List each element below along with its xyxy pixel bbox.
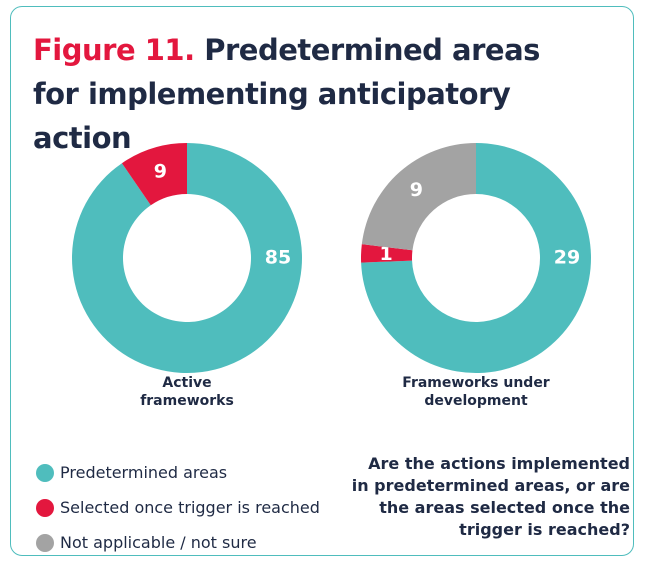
data-label: 29 [554, 247, 580, 269]
donut-slice [121, 143, 187, 206]
legend-item: Not applicable / not sure [36, 525, 320, 560]
data-label: 85 [265, 247, 291, 269]
legend-swatch [36, 463, 54, 482]
legend-swatch [36, 498, 54, 517]
chart-title: Predetermined areas for implementing ant… [33, 33, 540, 155]
legend-label: Predetermined areas [60, 463, 228, 482]
donut-slice [361, 143, 476, 251]
frame [10, 6, 634, 556]
figure-label: Figure 11. [33, 33, 195, 67]
legend-label: Selected once trigger is reached [60, 498, 320, 517]
chart-caption: Active frameworks [140, 375, 234, 409]
donut-slice [361, 244, 413, 263]
donut-slice [361, 143, 591, 373]
data-label: 9 [410, 179, 423, 201]
donut-slice [72, 143, 303, 373]
note: Are the actions implemented in predeterm… [351, 454, 630, 539]
data-label: 1 [379, 243, 392, 265]
legend-item: Selected once trigger is reached [36, 490, 320, 525]
legend-swatch [36, 533, 54, 552]
data-label: 9 [154, 161, 167, 183]
chart-caption: Frameworks under development [402, 375, 550, 409]
legend-label: Not applicable / not sure [60, 533, 257, 552]
legend-item: Predetermined areas [36, 455, 320, 490]
title-block: Figure 11. Predetermined areas for imple… [33, 28, 593, 160]
legend: Predetermined areas Selected once trigger… [36, 455, 320, 560]
